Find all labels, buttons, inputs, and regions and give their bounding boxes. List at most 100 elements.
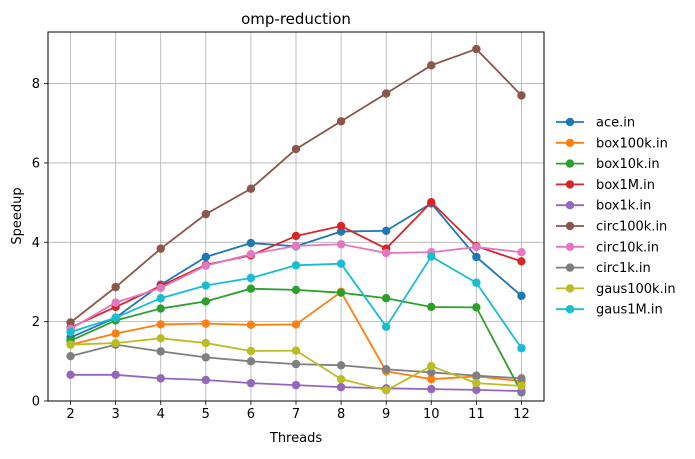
legend-entry: box1M.in: [556, 178, 655, 193]
data-point: [472, 44, 481, 54]
series-gaus1M-in: [66, 252, 526, 353]
legend-entry: gaus100k.in: [556, 282, 676, 297]
data-point: [291, 346, 301, 355]
y-tick-label: 4: [32, 236, 40, 251]
data-point: [472, 278, 481, 287]
data-point: [246, 320, 256, 330]
x-tick-label: 5: [202, 407, 210, 422]
x-tick-label: 3: [111, 407, 119, 422]
data-point: [246, 346, 256, 356]
data-point: [201, 353, 211, 362]
data-point: [156, 334, 165, 343]
series-circ1k-in: [66, 340, 526, 383]
data-point: [336, 259, 346, 268]
legend-entry: circ10k.in: [556, 240, 659, 255]
data-point: [156, 244, 165, 253]
data-point: [381, 226, 391, 235]
data-point: [472, 242, 481, 252]
data-point: [336, 374, 346, 384]
data-point: [201, 338, 211, 348]
x-tick-label: 12: [513, 407, 530, 422]
data-point: [111, 313, 120, 322]
legend-label: gaus1M.in: [596, 303, 663, 318]
data-point: [517, 291, 526, 301]
x-tick-label: 4: [157, 407, 165, 422]
legend-entry: box100k.in: [556, 136, 668, 151]
data-point: [66, 340, 75, 349]
chart-title: omp-reduction: [241, 10, 351, 28]
data-point: [291, 359, 301, 369]
data-point: [381, 365, 391, 374]
x-tick-label: 6: [247, 407, 255, 422]
legend-marker: [565, 284, 575, 293]
series-box1k-in: [66, 370, 526, 396]
legend-label: gaus100k.in: [596, 282, 676, 297]
data-point: [291, 241, 301, 251]
data-point: [427, 368, 436, 377]
y-tick-label: 6: [32, 156, 40, 171]
data-point: [517, 344, 526, 353]
legend-entry: box1k.in: [556, 199, 651, 214]
data-point: [472, 303, 481, 312]
data-point: [381, 322, 391, 332]
data-point: [201, 261, 211, 270]
y-tick-label: 2: [32, 315, 40, 330]
data-point: [156, 283, 165, 293]
legend-entry: gaus1M.in: [556, 303, 663, 318]
legend-marker: [565, 221, 575, 231]
data-point: [156, 294, 165, 303]
data-point: [472, 371, 481, 380]
data-point: [472, 378, 481, 388]
data-point: [427, 384, 436, 394]
legend-label: circ10k.in: [596, 240, 659, 255]
legend-marker: [565, 117, 575, 127]
data-point: [381, 248, 391, 258]
data-point: [336, 382, 346, 392]
legend-label: ace.in: [596, 116, 635, 131]
legend-marker: [565, 201, 575, 210]
data-point: [427, 361, 436, 371]
x-tick-label: 2: [66, 407, 74, 422]
y-axis-label: Speedup: [10, 187, 25, 244]
x-tick-label: 8: [337, 407, 345, 422]
data-point: [156, 374, 165, 383]
data-point: [517, 91, 526, 100]
x-tick-label: 9: [382, 407, 390, 422]
data-point: [111, 370, 120, 380]
data-point: [381, 294, 391, 303]
data-point: [66, 318, 75, 327]
data-point: [472, 252, 481, 262]
legend-label: box1k.in: [596, 199, 651, 214]
data-point: [201, 297, 211, 306]
data-point: [291, 285, 301, 295]
data-point: [427, 61, 436, 70]
legend-marker: [565, 138, 575, 147]
data-point: [336, 240, 346, 249]
series-gaus100k-in: [66, 334, 526, 395]
series-layer: [66, 44, 526, 397]
data-point: [66, 327, 75, 337]
legend-marker: [565, 305, 575, 314]
data-point: [427, 302, 436, 312]
data-point: [336, 361, 346, 370]
x-tick-label: 10: [423, 407, 440, 422]
legend-label: circ100k.in: [596, 220, 667, 235]
data-point: [427, 374, 436, 384]
data-point: [427, 252, 436, 261]
data-point: [246, 284, 256, 293]
data-point: [111, 329, 120, 338]
series-circ100k-in: [66, 44, 526, 327]
data-point: [66, 370, 75, 380]
legend-entry: circ100k.in: [556, 220, 667, 235]
legend-label: box10k.in: [596, 157, 660, 172]
data-point: [66, 351, 75, 361]
data-point: [201, 209, 211, 219]
legend-label: box100k.in: [596, 136, 668, 151]
data-point: [291, 320, 301, 329]
data-point: [336, 288, 346, 297]
legend-marker: [565, 263, 575, 272]
data-point: [111, 298, 120, 307]
data-point: [517, 257, 526, 266]
data-point: [246, 238, 256, 248]
